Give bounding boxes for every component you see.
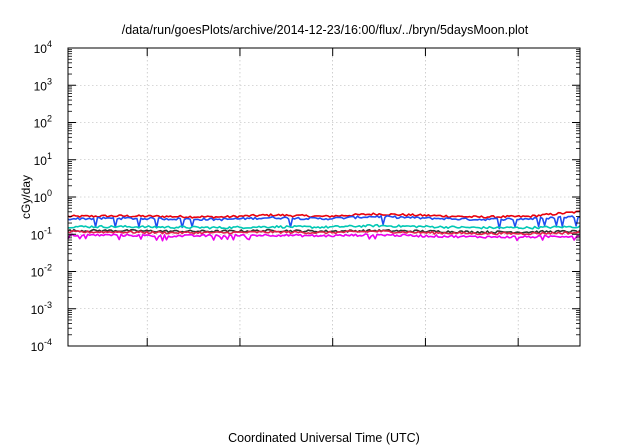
chart-title: /data/run/goesPlots/archive/2014-12-23/1…: [122, 23, 529, 37]
series-line-5: [67, 229, 581, 236]
y-tick-label: 104: [34, 39, 52, 56]
grid: [68, 48, 580, 346]
series-group: [67, 210, 581, 242]
y-tick-label: 10-3: [31, 300, 52, 317]
x-axis: [146, 48, 519, 346]
y-axis: 10-4 10-3 10-2 10-1 100 101 102 103 104: [31, 39, 580, 354]
y-tick-label: 10-4: [31, 337, 52, 354]
series-line-1: [67, 210, 581, 219]
y-tick-label: 10-1: [31, 225, 52, 242]
y-axis-label: cGy/day: [19, 175, 33, 219]
y-tick-label: 101: [34, 151, 52, 168]
series-line-2: [67, 215, 581, 230]
series-line-3: [68, 223, 581, 230]
series-line-6: [67, 233, 581, 242]
y-tick-label: 102: [34, 114, 52, 131]
x-axis-label: Coordinated Universal Time (UTC): [228, 431, 420, 445]
y-tick-label: 100: [34, 188, 52, 205]
y-tick-label: 103: [34, 76, 52, 93]
y-tick-label: 10-2: [31, 263, 52, 280]
